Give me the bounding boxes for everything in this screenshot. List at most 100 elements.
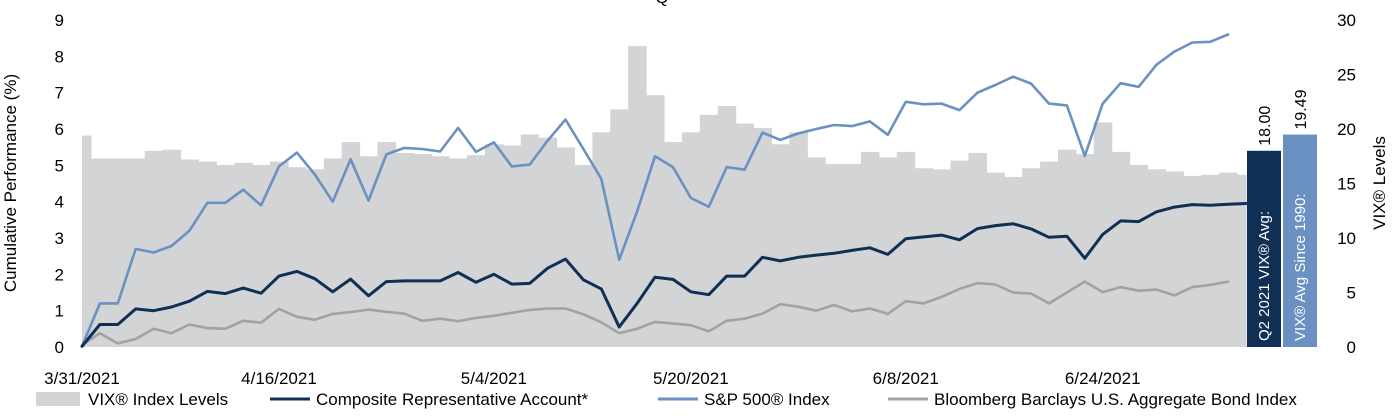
vix-average-value-label: 19.49 xyxy=(1293,89,1310,129)
vix-bar xyxy=(950,160,970,347)
vix-average-bar xyxy=(1283,134,1317,347)
vix-bar xyxy=(82,135,92,347)
vix-bar xyxy=(825,163,844,347)
y2-tick-label: 20 xyxy=(1337,120,1356,139)
y2-tick-label: 10 xyxy=(1337,229,1356,248)
vix-bar xyxy=(377,142,396,347)
vix-bar xyxy=(180,159,199,347)
vix-average-bars-group: Q2 2021 VIX® Avg: 18.00 VIX® Avg Since 199… xyxy=(1247,89,1317,347)
x-tick-label: 3/31/2021 xyxy=(44,369,120,388)
axes-group: 0 1 2 3 4 5 6 7 8 9 0 5 10 15 20 25 30 3/31/2021 4/16/2021… xyxy=(44,11,1356,388)
y2-tick-label: 5 xyxy=(1347,284,1356,303)
vix-bar xyxy=(753,127,773,347)
vix-bar xyxy=(520,134,540,347)
vix-bar xyxy=(90,158,110,347)
vix-bar xyxy=(556,147,576,347)
x-tick-label: 4/16/2021 xyxy=(241,369,317,388)
vix-bar xyxy=(646,95,665,348)
vix-bar xyxy=(968,152,987,347)
vix-bar xyxy=(126,158,146,347)
vix-bar xyxy=(305,169,325,347)
vix-bar xyxy=(664,142,683,347)
vix-bar xyxy=(1165,171,1184,347)
vix-bar xyxy=(413,154,432,347)
vix-bar xyxy=(144,150,164,347)
vix-bar xyxy=(843,163,862,347)
vix-bar xyxy=(807,157,826,347)
vix-bar xyxy=(538,137,558,347)
vix-bar xyxy=(932,169,952,347)
chart-title: Q xyxy=(655,0,668,7)
y-tick-label: 7 xyxy=(55,84,64,103)
vix-bar xyxy=(467,155,486,347)
vix-bar xyxy=(610,109,629,347)
legend: VIX® Index Levels Composite Representativ… xyxy=(36,390,1297,409)
vix-average-value-label: 18.00 xyxy=(1257,106,1274,146)
vix-bar xyxy=(1022,168,1041,347)
legend-sp500-label: S&P 500® Index xyxy=(704,390,830,409)
vix-bar xyxy=(1004,176,1023,347)
y2-tick-label: 25 xyxy=(1337,66,1356,85)
vix-bar xyxy=(449,158,468,347)
vix-bar xyxy=(717,106,737,347)
y-axis-title: Cumulative Performance (%) xyxy=(1,74,20,292)
y-tick-label: 8 xyxy=(55,47,64,66)
vix-bar xyxy=(1057,149,1077,347)
vix-bar xyxy=(323,158,343,347)
vix-bar xyxy=(699,114,719,347)
bond-index-line xyxy=(80,202,1248,348)
vix-bar xyxy=(771,144,790,347)
vix-bar xyxy=(502,145,522,347)
legend-composite-label: Composite Representative Account* xyxy=(316,390,589,409)
y-tick-label: 4 xyxy=(55,193,64,212)
vix-bar xyxy=(341,142,361,347)
composite-account-line xyxy=(80,280,1230,347)
vix-bar xyxy=(395,152,414,347)
x-tick-label: 5/20/2021 xyxy=(653,369,729,388)
vix-bar xyxy=(1111,151,1131,347)
legend-bond-label: Bloomberg Barclays U.S. Aggregate Bond I… xyxy=(934,390,1297,409)
vix-bar xyxy=(735,123,755,347)
vix-bar xyxy=(681,132,701,347)
vix-bar xyxy=(234,162,253,347)
vix-bar xyxy=(1219,172,1238,347)
vix-average-bar xyxy=(1247,150,1281,347)
y-tick-label: 2 xyxy=(55,265,64,284)
y2-tick-label: 0 xyxy=(1347,338,1356,357)
legend-vix-swatch xyxy=(36,392,80,406)
legend-vix-label: VIX® Index Levels xyxy=(88,390,228,409)
performance-lines-group xyxy=(80,33,1248,348)
vix-bar xyxy=(1040,161,1059,347)
vix-bar xyxy=(896,151,916,347)
vix-bar xyxy=(1129,164,1149,347)
vix-bar xyxy=(1201,174,1220,347)
vix-bar xyxy=(574,164,593,347)
y-tick-label: 3 xyxy=(55,229,64,248)
y2-tick-label: 15 xyxy=(1337,175,1356,194)
vix-bar xyxy=(216,164,235,347)
vix-average-bar-name: Q2 2021 VIX® Avg: xyxy=(1256,211,1273,341)
vix-bar xyxy=(789,132,808,347)
vix-bar xyxy=(162,149,182,347)
y-tick-label: 5 xyxy=(55,156,64,175)
vix-bar xyxy=(628,46,647,347)
vix-bar xyxy=(484,144,504,347)
y-tick-label: 6 xyxy=(55,120,64,139)
vix-bar xyxy=(1183,175,1202,347)
vix-bar xyxy=(1075,154,1095,347)
y-tick-label: 1 xyxy=(55,302,64,321)
sp500-line xyxy=(80,33,1230,348)
vix-bar xyxy=(914,168,934,347)
vix-bar xyxy=(108,158,128,347)
vix-bar xyxy=(270,161,289,347)
vix-bar xyxy=(592,132,611,347)
vix-bar xyxy=(431,156,450,347)
vix-bars-group xyxy=(82,46,1247,348)
x-tick-label: 6/8/2021 xyxy=(873,369,939,388)
y2-tick-label: 30 xyxy=(1337,11,1356,30)
y-tick-label: 0 xyxy=(55,338,64,357)
y2-axis-title: VIX® Levels xyxy=(1370,136,1389,230)
vix-bar xyxy=(198,161,217,347)
vix-bar xyxy=(359,156,379,347)
